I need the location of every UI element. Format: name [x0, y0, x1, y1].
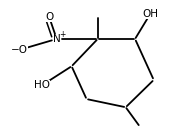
Text: N: N	[53, 34, 61, 44]
Text: HO: HO	[34, 80, 50, 90]
Text: OH: OH	[142, 9, 158, 19]
Text: −O: −O	[11, 45, 28, 55]
Text: O: O	[45, 12, 53, 22]
Text: +: +	[59, 30, 66, 39]
